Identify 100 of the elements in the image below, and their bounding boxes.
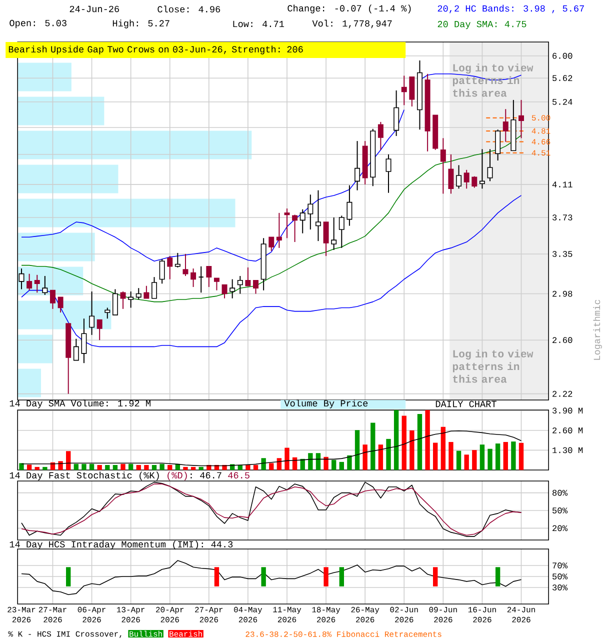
y-tick-label: 2.60 M [552,427,583,434]
candlestick [26,273,32,291]
y-tick-label: 80% [552,490,568,496]
candlestick [245,266,251,286]
bar [136,464,142,470]
bar [347,455,352,470]
candlestick [190,268,196,288]
bar [90,464,94,470]
bar [18,164,118,194]
annotation: Log in to view patterns in this area [453,64,534,97]
bar [18,130,252,160]
bar [206,464,212,470]
bar [160,464,165,470]
x-tick-label: 06-Apr 2026 [78,606,106,622]
bar [433,442,438,470]
x-tick-label: 04-May 2026 [234,606,262,622]
x-tick-label: 24-Jun 2026 [508,606,536,622]
candlestick [144,285,150,299]
bar [519,442,524,470]
text: 46.5 [228,472,250,478]
text: Change: -0.07 (-1.4 %) [288,4,411,14]
candlestick [81,318,87,364]
candlestick [175,252,181,268]
y-tick-label: 3.73 [552,214,572,220]
y-tick-label: 1.30 M [552,447,583,454]
x-tick-label: 11-May 2026 [273,606,302,622]
x-tick-label: 13-Apr 2026 [117,606,145,622]
chart-title: 14 Day Fast Stochastic [10,472,132,480]
candlestick [50,290,56,310]
bar [254,464,258,470]
candlestick [34,274,40,294]
bar [425,410,430,470]
y-tick-label: 2.98 [552,290,572,297]
bar [441,426,446,470]
candlestick [222,284,228,299]
bar [261,458,266,470]
candlestick [394,90,400,136]
bar [277,458,282,470]
bar [152,464,157,470]
x-tick-label: 02-Jun 2026 [390,606,418,622]
bar [18,198,236,228]
candlestick [182,253,188,276]
candlestick [354,140,360,191]
candlestick [300,208,306,234]
text: 20,2 HC Bands: 3.98 , 5.67 [438,4,584,14]
candlestick [160,258,166,284]
chart-title: 14 Day HCS Intraday Momentum (IMI): 44.3 [10,540,233,550]
bar [27,464,32,470]
candlestick [268,236,274,252]
bar [183,466,188,470]
x-tick-label: 20-Apr 2026 [156,606,184,622]
y-tick-label: 3.35 [552,251,572,257]
bar [18,232,96,262]
candlestick [440,138,446,194]
bar [355,430,360,470]
x-tick-label: 26-May 2026 [351,606,380,622]
text: DAILY CHART [436,400,497,408]
candlestick [206,266,212,288]
y-tick-label: 6.00 [552,52,572,59]
x-tick-label: 18-May 2026 [312,606,340,622]
y-axis-title: Logarithmic [593,300,602,360]
bar [480,444,485,470]
candlestick [238,275,244,294]
bar [128,464,134,470]
candlestick [58,296,64,313]
bar [370,422,376,470]
x-tick-label: 27-Apr 2026 [195,606,223,622]
bar [18,368,42,398]
bar [97,464,102,470]
text: Bearish [170,630,202,637]
bar [120,464,126,470]
candlestick [120,290,126,310]
candlestick [89,290,95,336]
bar [324,456,329,470]
x-tick-label: 23-Mar 2026 [8,606,36,622]
text: Open: 5.03 [10,20,67,28]
y-tick-label: 30% [552,584,568,590]
candlestick [42,275,48,296]
y-tick-label: 2.60 [552,337,572,344]
legend-title: % K - HCS IMI Crossover, [8,631,122,638]
bar [34,466,40,470]
text: Bullish [130,630,162,637]
y-tick-label: 5.62 [552,75,572,82]
candlestick [308,194,314,230]
candlestick [339,215,345,248]
text: High: 5.27 [113,20,170,28]
candlestick [104,307,110,320]
bar [332,460,336,470]
text: Close: 4.96 [158,6,220,12]
annotation: Bearish Upside Gap Two Crows on 03-Jun-26, Strength: 206 [9,46,304,54]
series-label: (%D) [168,472,188,480]
candlestick [128,290,134,308]
candlestick [292,214,298,243]
y-tick-label: 70% [552,562,568,568]
y-tick-label: 5.24 [552,98,573,105]
annotation: Volume By Price [284,400,368,408]
bar [362,444,368,470]
bar [340,462,344,470]
y-tick-label: 50% [552,574,568,580]
bar [464,454,470,470]
